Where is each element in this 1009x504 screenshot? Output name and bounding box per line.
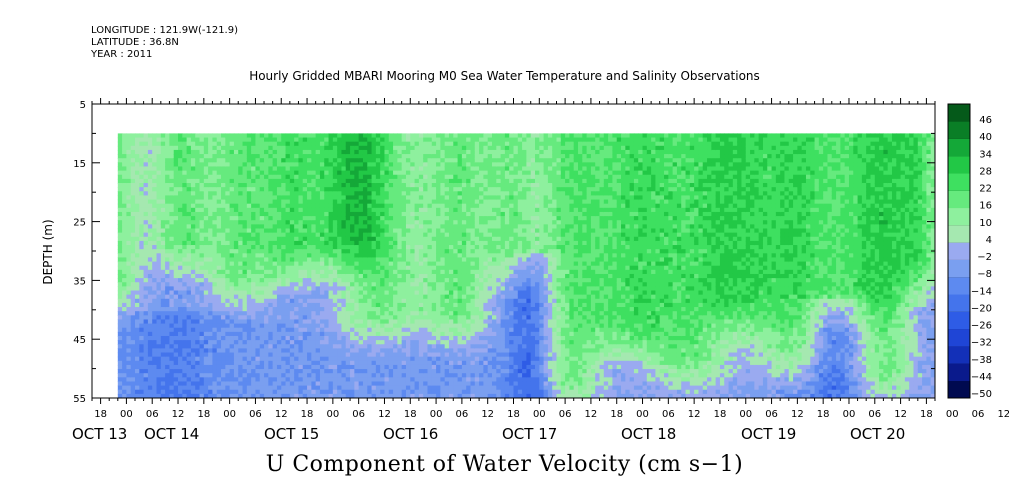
x-hour-label: 12 — [688, 409, 701, 420]
x-hour-label: 00 — [533, 409, 546, 420]
y-tick-label: 35 — [73, 276, 86, 287]
colorbar-swatch — [948, 190, 970, 209]
colorbar-label: −38 — [971, 355, 992, 366]
plot-area — [91, 103, 936, 399]
x-hour-label: 06 — [662, 409, 675, 420]
x-hour-label: 12 — [997, 409, 1009, 420]
colorbar-swatch — [948, 328, 970, 347]
colorbar-label: −2 — [977, 252, 992, 263]
colorbar-label: 4 — [986, 235, 992, 246]
colorbar-swatch — [948, 363, 970, 381]
year-label: YEAR : 2011 — [91, 49, 153, 60]
x-hour-label: 00 — [843, 409, 856, 420]
x-hour-label: 18 — [197, 409, 210, 420]
x-hour-label: 12 — [791, 409, 804, 420]
x-hour-label: 06 — [765, 409, 778, 420]
colorbar-label: −50 — [971, 389, 992, 400]
y-tick-label: 5 — [80, 100, 86, 111]
colorbar-label: 40 — [979, 132, 992, 143]
colorbar-swatch — [948, 104, 970, 122]
colorbar-swatch — [948, 121, 970, 139]
colorbar-swatch — [948, 380, 970, 399]
colorbar-label: −8 — [977, 269, 992, 280]
x-hour-label: 06 — [249, 409, 262, 420]
colorbar-label: −20 — [971, 304, 992, 315]
colorbar-label: −44 — [971, 372, 992, 383]
colorbar-swatch — [948, 276, 970, 295]
colorbar-swatch — [948, 346, 970, 364]
y-axis-label: DEPTH (m) — [41, 219, 55, 284]
x-hour-label: 00 — [636, 409, 649, 420]
x-hour-label: 06 — [146, 409, 159, 420]
x-hour-label: 18 — [817, 409, 830, 420]
colorbar-label: 46 — [979, 115, 992, 126]
x-hour-label: 12 — [585, 409, 598, 420]
colorbar-swatch — [948, 242, 970, 260]
x-date-label: OCT 15 — [264, 425, 319, 443]
y-tick-label: 45 — [73, 335, 86, 346]
colorbar-label: 28 — [979, 167, 992, 178]
colorbar-frame — [947, 103, 971, 399]
x-hour-label: 18 — [301, 409, 314, 420]
x-hour-label: 00 — [120, 409, 133, 420]
x-hour-label: 00 — [223, 409, 236, 420]
colorbar-label: 16 — [979, 201, 992, 212]
latitude-label: LATITUDE : 36.8N — [91, 37, 179, 48]
x-hour-label: 00 — [430, 409, 443, 420]
x-hour-label: 12 — [378, 409, 391, 420]
y-tick-label: 25 — [73, 218, 86, 229]
colorbar-swatch — [948, 259, 970, 278]
x-hour-label: 06 — [352, 409, 365, 420]
colorbar-label: 34 — [979, 149, 992, 160]
colorbar-label: −14 — [971, 286, 992, 297]
x-date-label: OCT 13 — [72, 425, 127, 443]
x-hour-label: 00 — [946, 409, 959, 420]
x-date-label: OCT 17 — [502, 425, 557, 443]
colorbar-label: −32 — [971, 338, 992, 349]
colorbar-label: 22 — [979, 184, 992, 195]
x-hour-label: 00 — [326, 409, 339, 420]
y-axis: 5 15 25 35 45 55 — [73, 100, 935, 405]
x-date-label: OCT 19 — [741, 425, 796, 443]
colorbar-swatch — [948, 207, 970, 226]
x-date-label: OCT 14 — [144, 425, 199, 443]
x-hour-label: 12 — [481, 409, 494, 420]
top-axis — [91, 98, 936, 104]
x-hour-label: 06 — [972, 409, 985, 420]
colorbar-swatch — [948, 294, 970, 312]
main-title: U Component of Water Velocity (cm s−1) — [265, 452, 744, 477]
colorbar: 46 40 34 28 22 16 10 4 −2 −8 −14 −20 −26 −32 −38 −44 −50 — [947, 103, 992, 400]
colorbar-label: −26 — [971, 321, 992, 332]
x-axis: 18 00 06 12 18 00 06 12 18 00 06 12 18 00 06 12 18 00 06 12… — [72, 398, 1009, 443]
x-hour-label: 06 — [456, 409, 469, 420]
x-hour-label: 18 — [714, 409, 727, 420]
x-hour-label: 18 — [94, 409, 107, 420]
x-hour-label: 06 — [559, 409, 572, 420]
x-hour-label: 18 — [610, 409, 623, 420]
colorbar-swatch — [948, 138, 970, 157]
y-tick-label: 55 — [73, 394, 86, 405]
x-hour-label: 00 — [739, 409, 752, 420]
longitude-label: LONGITUDE : 121.9W(-121.9) — [91, 25, 238, 36]
x-hour-label: 18 — [507, 409, 520, 420]
x-hour-label: 12 — [275, 409, 288, 420]
x-date-label: OCT 16 — [383, 425, 438, 443]
colorbar-swatch — [948, 155, 970, 174]
colorbar-swatch — [948, 225, 970, 243]
x-date-label: OCT 20 — [850, 425, 905, 443]
colorbar-swatch — [948, 311, 970, 330]
y-tick-label: 15 — [73, 159, 86, 170]
colorbar-swatch — [948, 173, 970, 191]
x-hour-label: 06 — [868, 409, 881, 420]
plot-title: Hourly Gridded MBARI Mooring M0 Sea Wate… — [249, 69, 760, 83]
x-hour-label: 18 — [920, 409, 933, 420]
x-hour-label: 12 — [894, 409, 907, 420]
x-date-label: OCT 18 — [621, 425, 676, 443]
colorbar-label: 10 — [979, 218, 992, 229]
x-hour-label: 12 — [172, 409, 185, 420]
x-hour-label: 18 — [404, 409, 417, 420]
